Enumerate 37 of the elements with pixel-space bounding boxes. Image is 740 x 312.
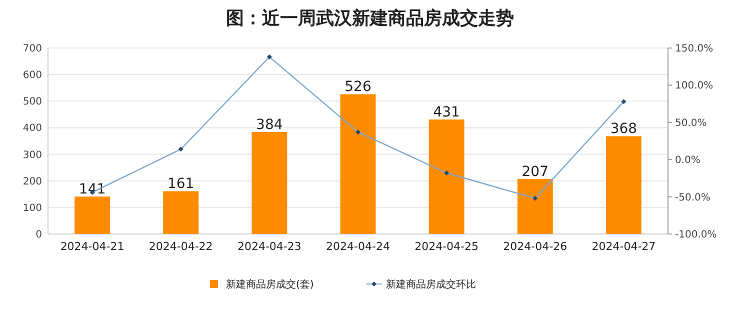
- legend-label: 新建商品房成交环比: [386, 278, 476, 290]
- data-label: 161: [167, 176, 194, 192]
- bar: [163, 191, 199, 234]
- x-tick-label: 2024-04-26: [503, 240, 568, 253]
- y-tick-label: 500: [22, 96, 42, 108]
- x-tick-label: 2024-04-27: [592, 240, 656, 253]
- bar: [74, 196, 110, 234]
- legend-label: 新建商品房成交(套): [226, 278, 314, 290]
- data-label: 207: [522, 164, 549, 180]
- data-label: 431: [433, 104, 460, 120]
- y-tick-label: 300: [22, 150, 42, 161]
- x-tick-label: 2024-04-24: [326, 240, 390, 253]
- y2-tick-label: 0.0%: [675, 155, 700, 166]
- data-label: 526: [344, 79, 372, 96]
- data-label: 368: [610, 121, 638, 138]
- y2-tick-label: -50.0%: [675, 192, 710, 204]
- bar: [428, 119, 464, 234]
- bar: [340, 94, 376, 234]
- y-tick-label: 600: [22, 70, 42, 82]
- y2-tick-label: 50.0%: [675, 118, 707, 129]
- bar: [606, 136, 642, 234]
- y-tick-label: 700: [22, 44, 42, 54]
- y2-tick-label: 100.0%: [675, 80, 714, 92]
- y-tick-label: 200: [22, 176, 42, 188]
- data-label: 384: [256, 116, 283, 133]
- y2-tick-label: -100.0%: [675, 230, 717, 240]
- x-tick-label: 2024-04-21: [60, 240, 124, 253]
- x-tick-label: 2024-04-22: [148, 240, 213, 253]
- bar: [517, 178, 553, 234]
- y-tick-label: 0: [36, 230, 42, 240]
- x-tick-label: 2024-04-25: [414, 240, 479, 253]
- y2-tick-label: 150.0%: [675, 44, 714, 54]
- y-tick-label: 100: [22, 202, 42, 214]
- chart-title: 图：近一周武汉新建商品房成交走势: [226, 8, 514, 29]
- y-tick-label: 400: [22, 123, 42, 134]
- x-tick-label: 2024-04-23: [237, 240, 302, 253]
- bar: [252, 132, 288, 234]
